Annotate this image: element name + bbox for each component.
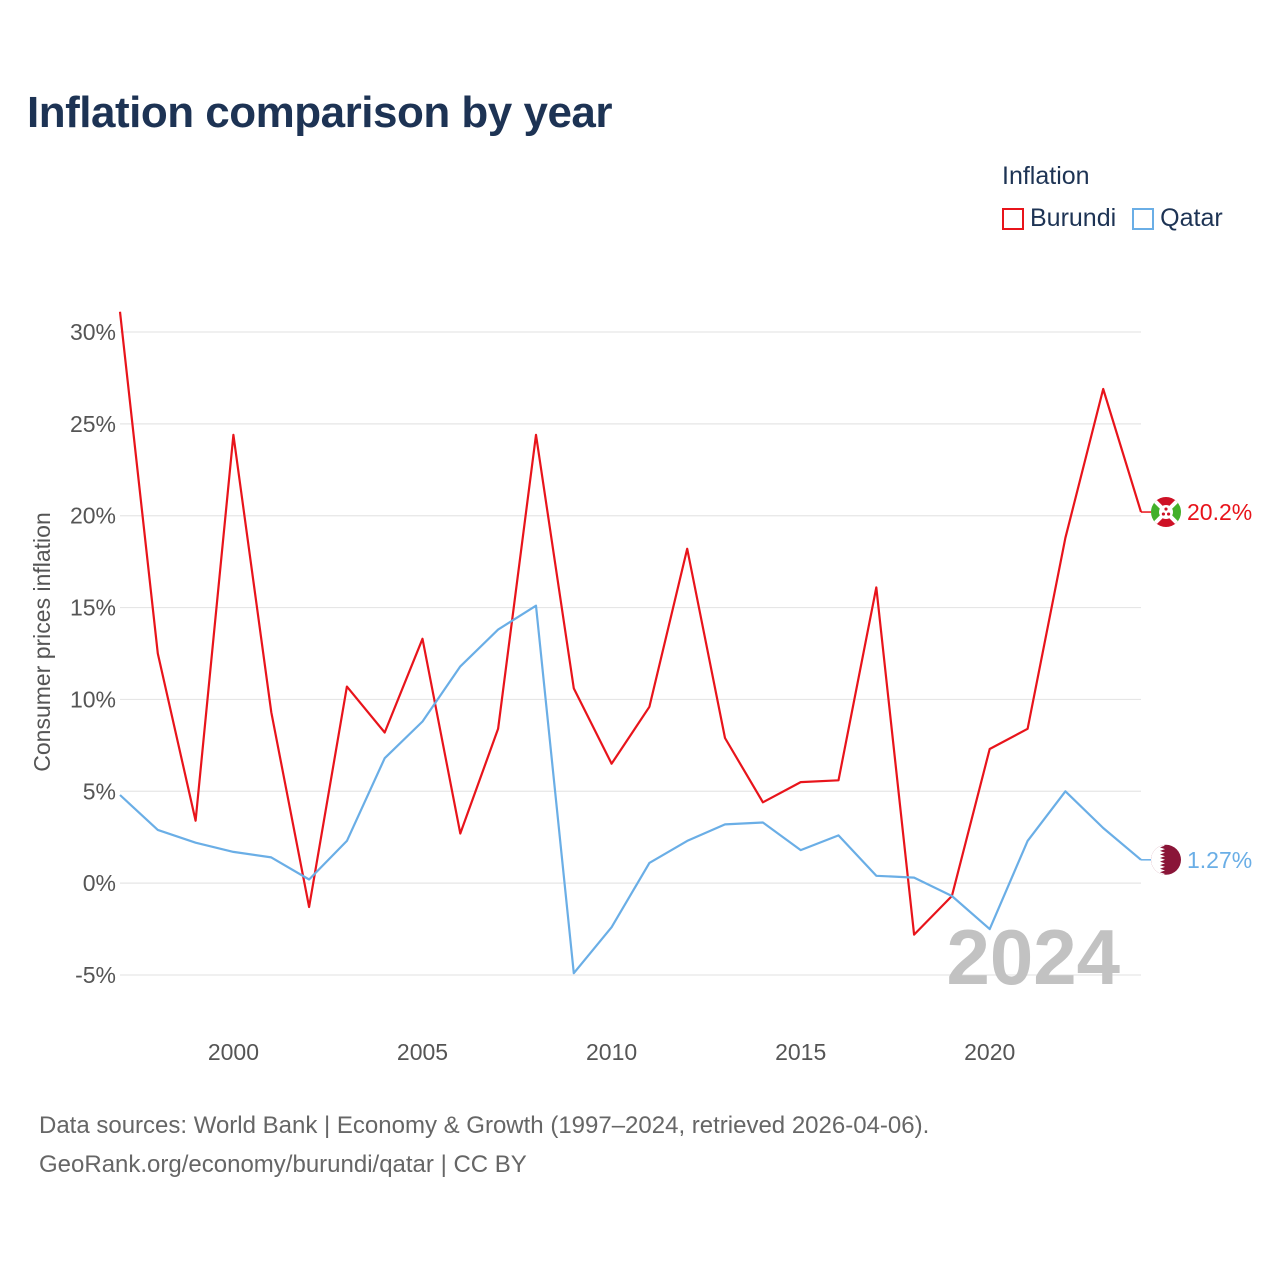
- legend-item-burundi[interactable]: Burundi: [1002, 204, 1116, 233]
- y-axis-ticks: -5% 0% 5% 10% 15% 20% 25% 30%: [70, 319, 116, 988]
- legend-label-burundi: Burundi: [1030, 204, 1117, 232]
- series-line-qatar[interactable]: [119, 604, 1142, 975]
- y-tick-label: 25%: [70, 411, 116, 437]
- y-axis-label: Consumer prices inflation: [29, 512, 55, 772]
- grid-lines: [120, 331, 1141, 976]
- y-tick-label: 5%: [83, 778, 116, 804]
- qatar-flag-icon: [1151, 844, 1181, 875]
- series-lines: [118, 311, 1143, 975]
- legend-title: Inflation: [1002, 162, 1090, 190]
- y-tick-label: 15%: [70, 595, 116, 621]
- x-tick-label: 2015: [775, 1039, 826, 1065]
- chart-title: Inflation comparison by year: [27, 88, 613, 137]
- legend-swatch-burundi: [1002, 207, 1024, 230]
- y-tick-label: 10%: [70, 686, 116, 712]
- x-tick-label: 2005: [397, 1039, 448, 1065]
- legend: Burundi Qatar: [1002, 204, 1239, 233]
- x-tick-label: 2000: [208, 1039, 259, 1065]
- end-value-label-qatar: 1.27%: [1187, 847, 1252, 873]
- burundi-flag-icon: [1151, 497, 1181, 528]
- series-line-burundi[interactable]: [118, 311, 1143, 936]
- y-tick-label: 20%: [70, 503, 116, 529]
- y-tick-label: 30%: [70, 319, 116, 345]
- year-watermark: 2024: [946, 913, 1120, 1001]
- y-tick-label: -5%: [75, 962, 116, 988]
- legend-item-qatar[interactable]: Qatar: [1132, 204, 1223, 233]
- x-tick-label: 2010: [586, 1039, 637, 1065]
- footer-sources: Data sources: World Bank | Economy & Gro…: [39, 1112, 930, 1139]
- legend-label-qatar: Qatar: [1160, 204, 1223, 232]
- end-value-label-burundi: 20.2%: [1187, 499, 1252, 525]
- end-markers: 20.2% 1.27%: [1141, 497, 1252, 875]
- x-tick-label: 2020: [964, 1039, 1015, 1065]
- x-axis-ticks: 2000 2005 2010 2015 2020: [208, 1039, 1015, 1065]
- legend-swatch-qatar: [1132, 207, 1155, 230]
- footer: Data sources: World Bank | Economy & Gro…: [39, 1106, 929, 1184]
- footer-attribution[interactable]: GeoRank.org/economy/burundi/qatar | CC B…: [39, 1151, 527, 1178]
- y-tick-label: 0%: [83, 870, 116, 896]
